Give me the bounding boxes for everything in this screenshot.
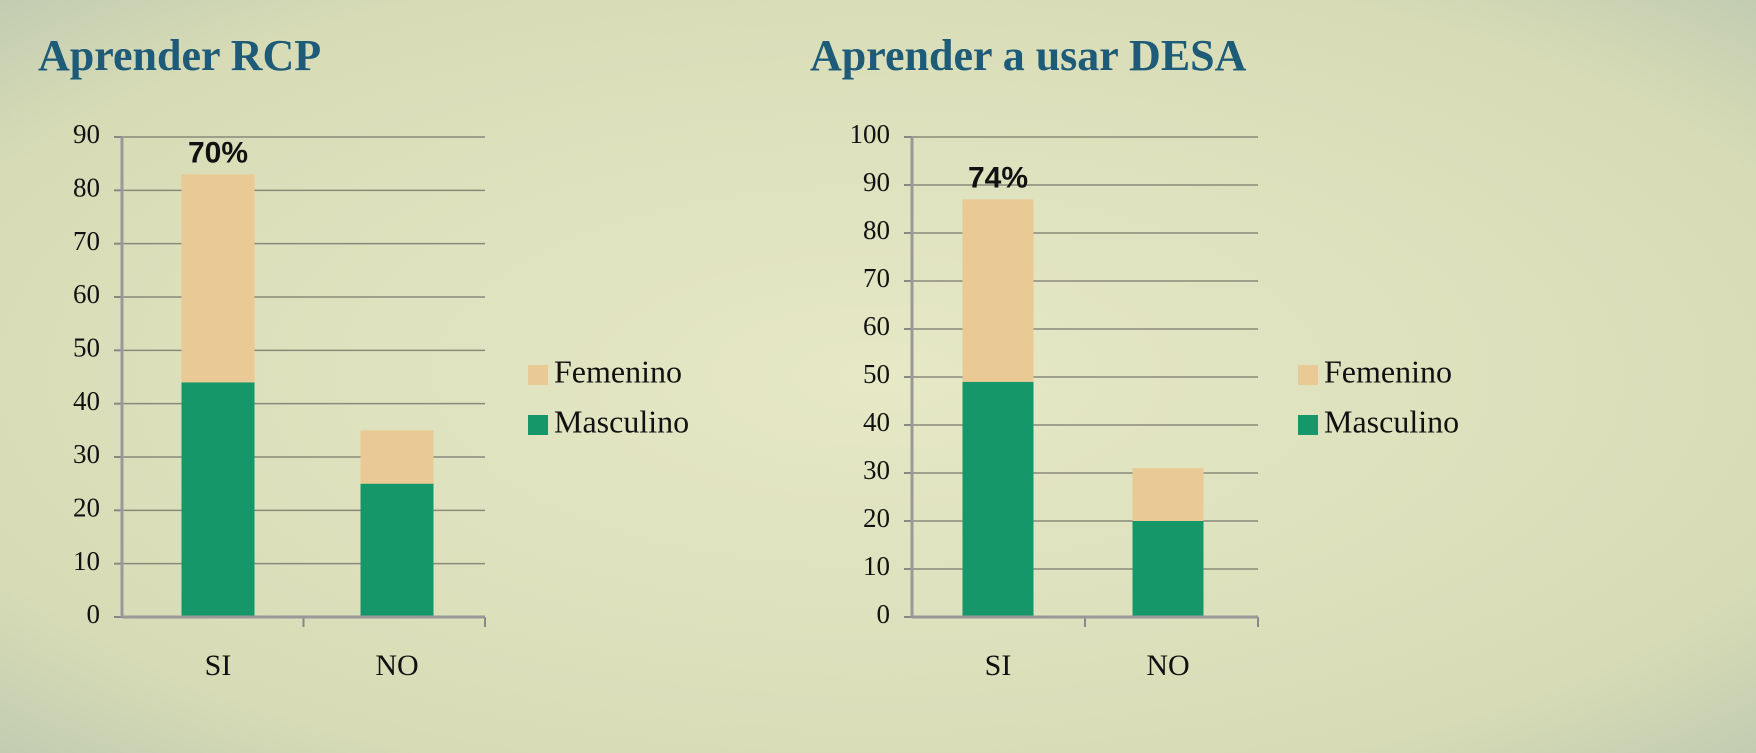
y-tick-label: 80 (73, 173, 100, 203)
y-tick-label: 50 (73, 333, 100, 363)
y-tick-label: 0 (87, 599, 101, 629)
y-tick-label: 30 (863, 455, 890, 485)
bar-segment (360, 430, 434, 484)
legend-label: Masculino (554, 403, 689, 439)
y-tick-label: 20 (73, 493, 100, 523)
x-tick-label: NO (375, 649, 418, 682)
bar-segment (181, 174, 255, 383)
y-tick-label: 40 (73, 386, 100, 416)
bar-segment (360, 483, 434, 617)
y-tick-label: 90 (73, 119, 100, 149)
y-tick-label: 100 (850, 119, 891, 149)
y-tick-label: 90 (863, 167, 890, 197)
y-tick-label: 50 (863, 359, 890, 389)
x-tick-label: SI (205, 649, 232, 682)
legend-swatch (528, 365, 548, 385)
bar-segment (1132, 521, 1204, 617)
y-tick-label: 60 (73, 279, 100, 309)
bar-segment (962, 199, 1034, 382)
y-tick-label: 0 (877, 599, 891, 629)
annotation: 70% (188, 136, 248, 169)
y-tick-label: 80 (863, 215, 890, 245)
y-tick-label: 10 (863, 551, 890, 581)
annotation: 74% (968, 161, 1028, 194)
legend-swatch (1298, 415, 1318, 435)
chart-title: Aprender a usar DESA (810, 31, 1247, 80)
y-tick-label: 30 (73, 439, 100, 469)
y-tick-label: 60 (863, 311, 890, 341)
y-tick-label: 70 (863, 263, 890, 293)
legend-label: Masculino (1324, 403, 1459, 439)
bar-segment (962, 381, 1034, 617)
bar-segment (1132, 468, 1204, 521)
x-tick-label: NO (1146, 649, 1189, 682)
legend-label: Femenino (554, 353, 682, 389)
legend-swatch (528, 415, 548, 435)
legend-swatch (1298, 365, 1318, 385)
y-tick-label: 70 (73, 226, 100, 256)
y-tick-label: 10 (73, 546, 100, 576)
y-tick-label: 40 (863, 407, 890, 437)
x-tick-label: SI (985, 649, 1012, 682)
chart-title: Aprender RCP (38, 31, 321, 80)
y-tick-label: 20 (863, 503, 890, 533)
legend-label: Femenino (1324, 353, 1452, 389)
bar-segment (181, 382, 255, 617)
